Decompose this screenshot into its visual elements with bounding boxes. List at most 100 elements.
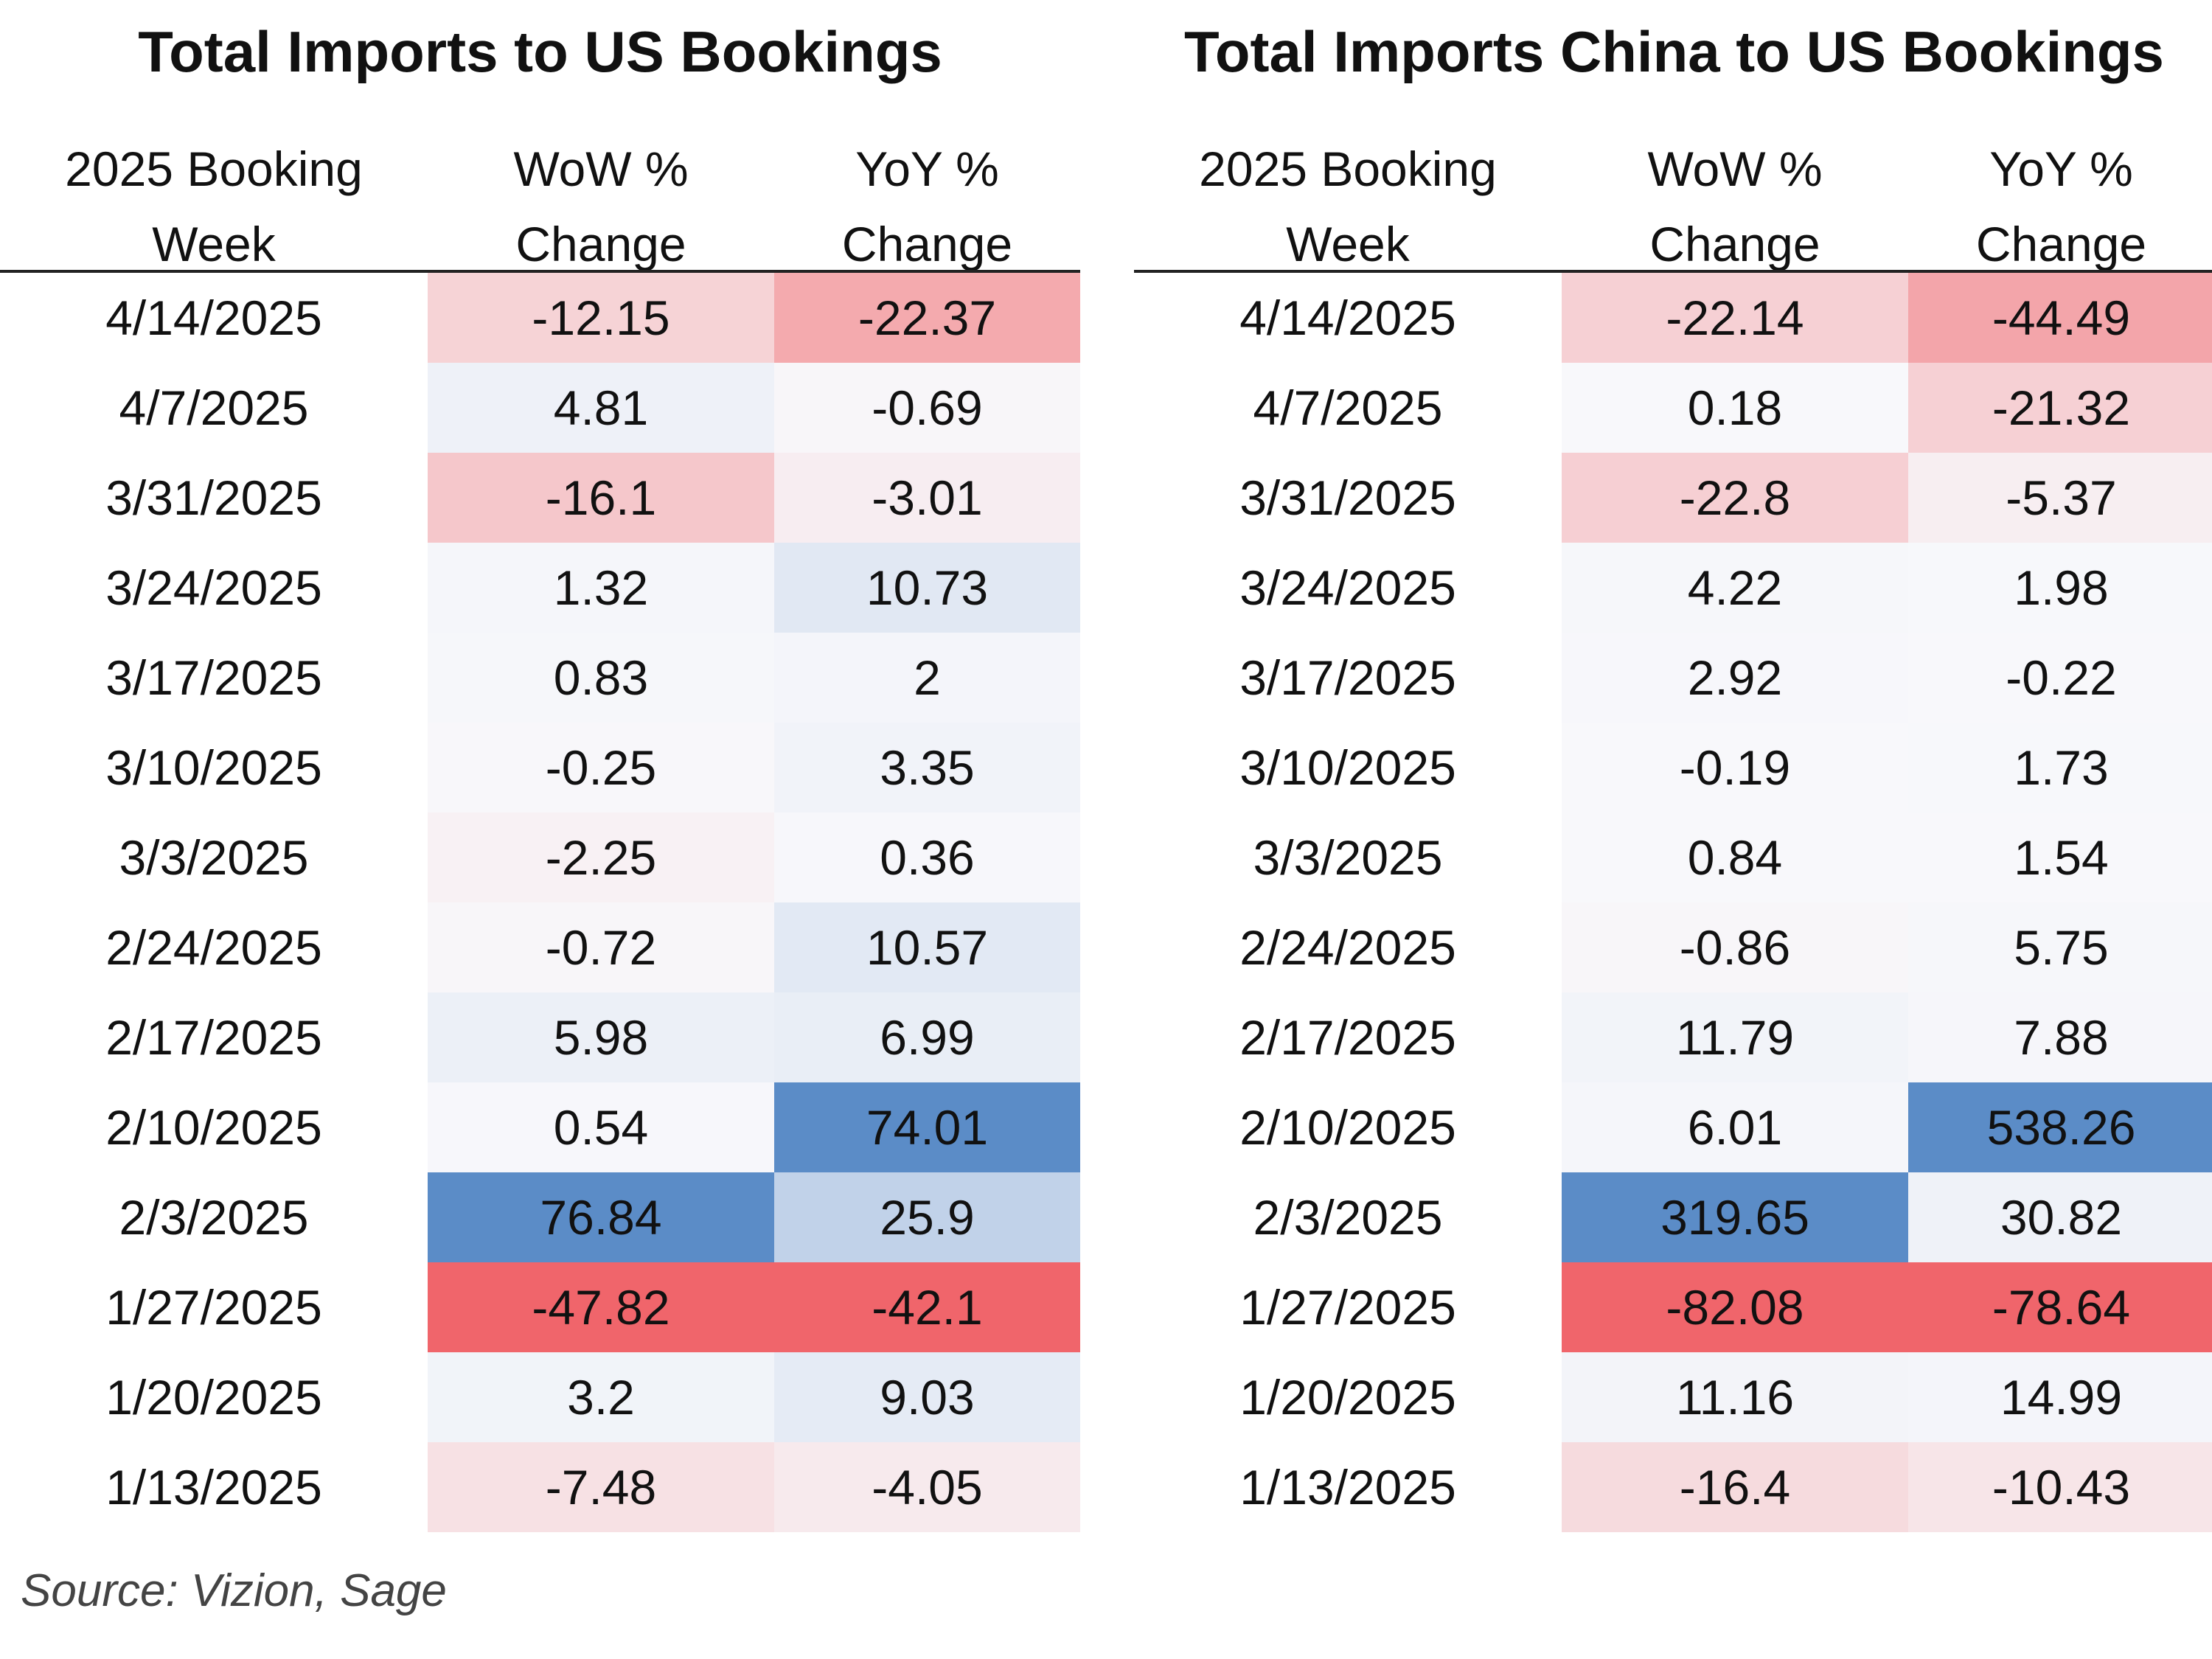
table-row: 1/20/2025 11.16 14.99: [1134, 1352, 2212, 1442]
table-title: Total Imports to US Bookings: [138, 19, 942, 84]
wow-cell: -0.86: [1562, 902, 1908, 992]
week-cell: 3/10/2025: [1239, 740, 1456, 795]
header-line: WoW %: [1647, 142, 1823, 196]
wow-cell: 4.22: [1562, 543, 1908, 633]
table-row: 2/17/2025 5.98 6.99: [0, 992, 1080, 1082]
yoy-cell: 1.54: [1908, 813, 2212, 902]
week-cell: 1/20/2025: [1239, 1370, 1456, 1425]
table-row: 4/14/2025 -22.14 -44.49: [1134, 273, 2212, 363]
table-row: 2/3/2025 76.84 25.9: [0, 1172, 1080, 1262]
header-line: Change: [841, 217, 1013, 271]
table-row: 3/17/2025 2.92 -0.22: [1134, 633, 2212, 723]
yoy-cell: -4.05: [774, 1442, 1080, 1532]
wow-cell: -0.19: [1562, 723, 1908, 813]
week-cell: 2/17/2025: [1239, 1010, 1456, 1065]
wow-cell: 1.32: [428, 543, 774, 633]
wow-column-header: WoW % Change: [1562, 131, 1908, 279]
yoy-cell: -3.01: [774, 453, 1080, 543]
table-row: 4/7/2025 4.81 -0.69: [0, 363, 1080, 453]
table-row: 2/24/2025 -0.72 10.57: [0, 902, 1080, 992]
table-row: 3/31/2025 -22.8 -5.37: [1134, 453, 2212, 543]
yoy-cell: 1.73: [1908, 723, 2212, 813]
yoy-cell: -44.49: [1908, 273, 2212, 363]
week-cell: 4/7/2025: [1253, 380, 1443, 435]
wow-column-header: WoW % Change: [428, 131, 774, 279]
table-row: 3/24/2025 4.22 1.98: [1134, 543, 2212, 633]
yoy-cell: 30.82: [1908, 1172, 2212, 1262]
yoy-cell: 10.57: [774, 902, 1080, 992]
table-row: 2/17/2025 11.79 7.88: [1134, 992, 2212, 1082]
table-row: 1/27/2025 -47.82 -42.1: [0, 1262, 1080, 1352]
yoy-cell: 5.75: [1908, 902, 2212, 992]
yoy-cell: 7.88: [1908, 992, 2212, 1082]
yoy-column-header: YoY % Change: [774, 131, 1080, 279]
yoy-cell: 3.35: [774, 723, 1080, 813]
wow-cell: 76.84: [428, 1172, 774, 1262]
week-cell: 1/13/2025: [1239, 1460, 1456, 1514]
wow-cell: -22.14: [1562, 273, 1908, 363]
wow-cell: 3.2: [428, 1352, 774, 1442]
yoy-cell: 74.01: [774, 1082, 1080, 1172]
table-row: 3/17/2025 0.83 2: [0, 633, 1080, 723]
week-cell: 3/24/2025: [105, 560, 322, 615]
yoy-cell: 0.36: [774, 813, 1080, 902]
table-row: 1/13/2025 -16.4 -10.43: [1134, 1442, 2212, 1532]
wow-cell: 6.01: [1562, 1082, 1908, 1172]
header-rule: [0, 270, 1080, 273]
yoy-cell: 6.99: [774, 992, 1080, 1082]
week-cell: 2/3/2025: [119, 1190, 309, 1245]
wow-cell: -47.82: [428, 1262, 774, 1352]
wow-cell: -0.72: [428, 902, 774, 992]
week-cell: 1/27/2025: [105, 1280, 322, 1335]
wow-cell: -0.25: [428, 723, 774, 813]
table-body: 4/14/2025 -22.14 -44.49 4/7/2025 0.18 -21.32 3…: [1134, 273, 2212, 1532]
wow-cell: 0.54: [428, 1082, 774, 1172]
total-imports-table: Total Imports to US Bookings 2025 Bookin…: [0, 0, 1080, 1548]
week-cell: 3/31/2025: [1239, 470, 1456, 525]
wow-cell: -7.48: [428, 1442, 774, 1532]
wow-cell: 319.65: [1562, 1172, 1908, 1262]
week-cell: 2/24/2025: [105, 920, 322, 975]
week-cell: 3/3/2025: [119, 830, 309, 885]
table-row: 4/7/2025 0.18 -21.32: [1134, 363, 2212, 453]
table-row: 3/3/2025 0.84 1.54: [1134, 813, 2212, 902]
header-line: 2025 Booking: [65, 142, 363, 196]
yoy-cell: -10.43: [1908, 1442, 2212, 1532]
week-cell: 3/24/2025: [1239, 560, 1456, 615]
yoy-cell: -42.1: [774, 1262, 1080, 1352]
source-note: Source: Vizion, Sage: [21, 1565, 447, 1616]
header-line: Week: [152, 217, 276, 271]
table-row: 1/20/2025 3.2 9.03: [0, 1352, 1080, 1442]
wow-cell: -22.8: [1562, 453, 1908, 543]
week-cell: 3/31/2025: [105, 470, 322, 525]
header-line: WoW %: [513, 142, 689, 196]
table-row: 2/10/2025 6.01 538.26: [1134, 1082, 2212, 1172]
wow-cell: 2.92: [1562, 633, 1908, 723]
week-cell: 2/10/2025: [1239, 1100, 1456, 1155]
wow-cell: 4.81: [428, 363, 774, 453]
yoy-cell: 2: [774, 633, 1080, 723]
header-line: 2025 Booking: [1199, 142, 1497, 196]
table-row: 4/14/2025 -12.15 -22.37: [0, 273, 1080, 363]
yoy-cell: 25.9: [774, 1172, 1080, 1262]
wow-cell: -2.25: [428, 813, 774, 902]
table-row: 3/10/2025 -0.19 1.73: [1134, 723, 2212, 813]
week-column-header: 2025 Booking Week: [0, 131, 428, 279]
wow-cell: -12.15: [428, 273, 774, 363]
week-cell: 3/17/2025: [1239, 650, 1456, 705]
table-body: 4/14/2025 -12.15 -22.37 4/7/2025 4.81 -0.69 3/…: [0, 273, 1080, 1532]
table-row: 3/24/2025 1.32 10.73: [0, 543, 1080, 633]
yoy-cell: -21.32: [1908, 363, 2212, 453]
week-cell: 4/14/2025: [105, 291, 322, 345]
week-cell: 1/13/2025: [105, 1460, 322, 1514]
table-row: 2/10/2025 0.54 74.01: [0, 1082, 1080, 1172]
yoy-cell: 10.73: [774, 543, 1080, 633]
wow-cell: -16.4: [1562, 1442, 1908, 1532]
week-cell: 2/17/2025: [105, 1010, 322, 1065]
wow-cell: 0.18: [1562, 363, 1908, 453]
table-row: 1/27/2025 -82.08 -78.64: [1134, 1262, 2212, 1352]
yoy-cell: 14.99: [1908, 1352, 2212, 1442]
wow-cell: -16.1: [428, 453, 774, 543]
week-cell: 2/10/2025: [105, 1100, 322, 1155]
wow-cell: 5.98: [428, 992, 774, 1082]
